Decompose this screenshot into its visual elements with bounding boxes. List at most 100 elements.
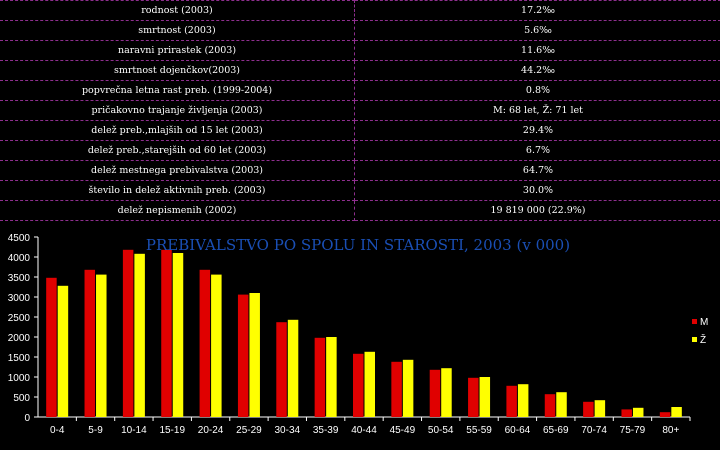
y-axis: 0 500 1000 1500 2000 2500 3000 3500 4000 4500 [8, 233, 39, 424]
y-tick-label: 500 [13, 393, 30, 404]
bar-m [429, 369, 441, 417]
legend: MŽ [692, 317, 708, 346]
row-label: število in delež aktivnih preb. (2003) [0, 180, 355, 201]
table-row: število in delež aktivnih preb. (2003) 30… [0, 180, 720, 201]
legend-swatch [692, 319, 697, 324]
bar-m [544, 394, 556, 417]
row-value: 30.0% [354, 180, 720, 201]
x-axis: 0-4 5-9 10-14 15-19 20-24 25-29 30-34 35-39 40-4… [38, 416, 691, 436]
bar-z [287, 319, 299, 417]
row-value: 0.8% [354, 80, 720, 101]
bar-z [326, 337, 337, 417]
x-tick-label: 45-49 [390, 425, 416, 436]
bar-m [161, 249, 172, 417]
row-value: 17.2‰ [354, 0, 720, 21]
bar-z [364, 351, 375, 417]
row-value: 29.4% [354, 120, 720, 141]
row-value: M: 68 let, Ž: 71 let [354, 100, 720, 121]
bar-z [441, 368, 452, 417]
y-tick-label: 3500 [8, 273, 31, 284]
row-value: 44.2‰ [354, 60, 720, 81]
bar-z [96, 274, 107, 417]
y-tick-label: 2000 [8, 333, 31, 344]
bar-m [468, 377, 479, 417]
table-row: delež nepismenih (2002) 19 819 000 (22.9%… [0, 200, 720, 221]
legend-label: M [700, 317, 708, 328]
x-tick-label: 5-9 [88, 425, 103, 436]
row-value: 11.6‰ [354, 40, 720, 61]
row-label: smrtnost dojenčkov(2003) [0, 60, 355, 81]
table-row: delež preb.,starejših od 60 let (2003) 6.… [0, 140, 720, 161]
x-tick-label: 70-74 [581, 425, 607, 436]
table-row: pričakovno trajanje življenja (2003) M: 6… [0, 100, 720, 121]
x-tick-label: 65-69 [543, 425, 569, 436]
row-label: delež mestnega prebivalstva (2003) [0, 160, 355, 181]
x-tick-label: 25-29 [236, 425, 262, 436]
bar-z [402, 359, 414, 417]
table-row: rodnost (2003) 17.2‰ [0, 0, 720, 21]
y-tick-label: 1500 [8, 353, 31, 364]
bar-z [172, 253, 184, 417]
bar-m [659, 412, 671, 417]
bar-z [556, 392, 567, 417]
table-row: smrtnost (2003) 5.6‰ [0, 20, 720, 41]
table-row: popvrečna letna rast preb. (1999-2004) 0.… [0, 80, 720, 101]
bar-z [211, 274, 222, 417]
chart-title: PREBIVALSTVO PO SPOLU IN STAROSTI, 2003 … [146, 236, 570, 254]
bars [46, 249, 682, 417]
y-tick-label: 1000 [8, 373, 31, 384]
bar-z [479, 377, 491, 417]
x-tick-label: 0-4 [50, 425, 65, 436]
x-tick-label: 10-14 [121, 425, 147, 436]
y-tick-label: 4000 [8, 253, 31, 264]
y-tick-label: 0 [24, 413, 30, 424]
x-tick-label: 40-44 [351, 425, 377, 436]
bar-m [391, 361, 402, 417]
bar-z [134, 253, 145, 417]
population-chart: 0 500 1000 1500 2000 2500 3000 3500 4000 4500 0-4… [8, 233, 709, 436]
row-label: pričakovno trajanje življenja (2003) [0, 100, 355, 121]
x-tick-label: 30-34 [275, 425, 301, 436]
bar-m [84, 269, 96, 417]
row-value: 64.7% [354, 160, 720, 181]
row-label: smrtnost (2003) [0, 20, 355, 41]
row-value: 5.6‰ [354, 20, 720, 41]
bar-z [249, 293, 260, 417]
bar-m [46, 277, 57, 417]
bar-m [199, 269, 211, 417]
bar-z [594, 400, 606, 417]
bar-m [122, 249, 134, 417]
row-label: popvrečna letna rast preb. (1999-2004) [0, 80, 355, 101]
x-tick-label: 15-19 [159, 425, 185, 436]
bar-m [506, 385, 517, 417]
x-tick-label: 80+ [662, 425, 679, 436]
bar-m [276, 322, 287, 417]
row-value: 6.7% [354, 140, 720, 161]
legend-swatch [692, 337, 697, 342]
x-tick-label: 60-64 [505, 425, 531, 436]
row-value: 19 819 000 (22.9%) [354, 200, 720, 221]
table-row: delež preb.,mlajših od 15 let (2003) 29.4… [0, 120, 720, 141]
row-label: naravni prirastek (2003) [0, 40, 355, 61]
bar-z [632, 407, 644, 417]
row-label: delež nepismenih (2002) [0, 200, 355, 221]
table-row: delež mestnega prebivalstva (2003) 64.7% [0, 160, 720, 181]
row-label: delež preb.,mlajših od 15 let (2003) [0, 120, 355, 141]
statistics-table: rodnost (2003) 17.2‰ smrtnost (2003) 5.6‰ na… [0, 0, 720, 221]
bar-z [671, 407, 682, 417]
bar-z [517, 384, 529, 417]
x-tick-label: 75-79 [620, 425, 646, 436]
legend-label: Ž [700, 333, 706, 346]
bar-m [583, 401, 594, 417]
bar-m [314, 337, 326, 417]
table-row: smrtnost dojenčkov(2003) 44.2‰ [0, 60, 720, 81]
x-tick-label: 55-59 [466, 425, 492, 436]
x-tick-label: 35-39 [313, 425, 339, 436]
bar-m [353, 353, 364, 417]
y-tick-label: 3000 [8, 293, 31, 304]
bar-z [57, 285, 69, 417]
y-tick-label: 2500 [8, 313, 31, 324]
bar-m [621, 409, 632, 417]
row-label: rodnost (2003) [0, 0, 355, 21]
x-tick-label: 20-24 [198, 425, 224, 436]
